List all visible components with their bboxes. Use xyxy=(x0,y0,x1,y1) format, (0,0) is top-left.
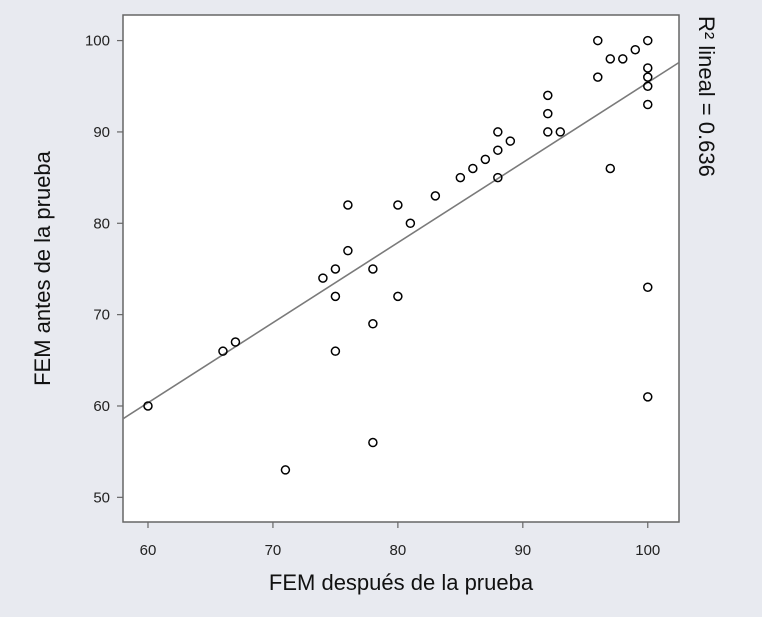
data-point xyxy=(455,172,466,183)
axis-ticks: 60 70 80 90 100 50 60 70 80 90 100 xyxy=(85,33,660,559)
data-point xyxy=(543,127,553,137)
data-point xyxy=(393,200,403,210)
data-point xyxy=(643,35,653,46)
data-point xyxy=(318,273,328,283)
data-point xyxy=(330,264,341,274)
data-point xyxy=(543,108,553,119)
data-point xyxy=(330,346,341,356)
x-tick-label: 70 xyxy=(265,542,282,559)
fit-line xyxy=(122,61,680,420)
data-point xyxy=(505,136,516,146)
data-point xyxy=(618,54,628,64)
data-point xyxy=(593,35,603,46)
data-point xyxy=(230,337,241,347)
fit-line-group xyxy=(122,61,680,420)
data-point xyxy=(343,245,353,256)
data-point xyxy=(630,44,641,55)
data-point xyxy=(555,127,566,137)
data-point xyxy=(493,127,503,137)
data-point xyxy=(643,72,653,82)
data-point xyxy=(643,99,653,110)
data-point xyxy=(430,191,441,201)
data-point xyxy=(393,291,403,302)
x-tick-label: 60 xyxy=(140,542,157,559)
y-axis-title: FEM antes de la prueba xyxy=(30,150,55,386)
y-tick-label: 90 xyxy=(93,124,110,141)
data-point xyxy=(605,163,616,174)
x-axis-title: FEM después de la prueba xyxy=(269,570,534,595)
data-point xyxy=(368,264,378,274)
data-point xyxy=(368,437,378,448)
data-point xyxy=(643,63,653,73)
data-point xyxy=(405,218,416,229)
data-point xyxy=(643,81,653,92)
x-tick-label: 80 xyxy=(390,542,407,559)
data-point xyxy=(218,346,228,356)
data-point xyxy=(280,465,291,475)
data-point xyxy=(143,401,153,411)
plot-area xyxy=(122,14,680,523)
data-points xyxy=(143,35,653,475)
data-point xyxy=(493,172,503,183)
x-tick-label: 100 xyxy=(635,542,660,559)
y-tick-label: 70 xyxy=(93,307,110,324)
data-point xyxy=(605,54,616,64)
x-tick-label: 90 xyxy=(514,542,531,559)
data-point xyxy=(593,72,603,82)
data-point xyxy=(468,163,478,174)
data-point xyxy=(480,154,491,165)
data-point xyxy=(493,145,503,155)
y-tick-label: 50 xyxy=(93,489,110,506)
y-tick-label: 100 xyxy=(85,33,110,50)
data-point xyxy=(643,282,653,292)
fit-r2-label: R² lineal = 0.636 xyxy=(694,16,719,177)
data-point xyxy=(330,291,341,302)
data-point xyxy=(543,90,553,101)
data-point xyxy=(643,392,653,402)
y-tick-label: 60 xyxy=(93,398,110,415)
data-point xyxy=(368,319,378,329)
y-tick-label: 80 xyxy=(93,215,110,232)
data-point xyxy=(343,200,353,210)
